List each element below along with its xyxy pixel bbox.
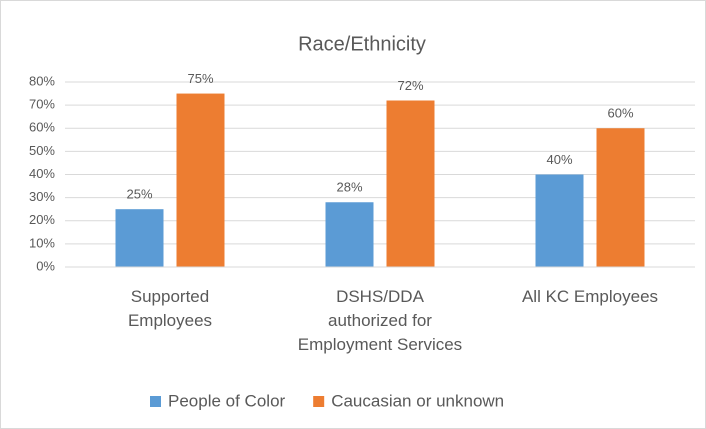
- value-label: 25%: [126, 187, 152, 202]
- bar: [325, 202, 374, 267]
- x-tick-label: DSHS/DDA authorized for Employment Service…: [298, 287, 462, 354]
- legend-label: Caucasian or unknown: [331, 391, 504, 410]
- legend-swatch: [313, 396, 325, 407]
- chart-title: Race/Ethnicity: [298, 33, 426, 55]
- bar: [386, 100, 435, 267]
- y-tick-label: 80%: [29, 73, 55, 88]
- value-label: 75%: [187, 71, 213, 86]
- y-tick-label: 70%: [29, 97, 55, 112]
- x-tick-label: All KC Employees: [522, 287, 658, 306]
- y-tick-label: 30%: [29, 189, 55, 204]
- y-tick-label: 10%: [29, 235, 55, 250]
- value-label: 72%: [397, 78, 423, 93]
- legend-swatch: [150, 396, 161, 407]
- y-tick-label: 40%: [29, 166, 55, 181]
- bar: [596, 128, 645, 267]
- x-tick-label: Supported Employees: [128, 287, 212, 330]
- bar: [535, 174, 584, 267]
- value-label: 40%: [546, 152, 572, 167]
- y-tick-label: 20%: [29, 212, 55, 227]
- y-tick-label: 60%: [29, 120, 55, 135]
- bar: [176, 93, 225, 267]
- legend-label: People of Color: [168, 391, 286, 410]
- bar: [115, 209, 164, 267]
- value-label: 60%: [607, 106, 633, 121]
- y-tick-label: 50%: [29, 143, 55, 158]
- value-label: 28%: [336, 180, 362, 195]
- y-tick-label: 0%: [36, 258, 55, 273]
